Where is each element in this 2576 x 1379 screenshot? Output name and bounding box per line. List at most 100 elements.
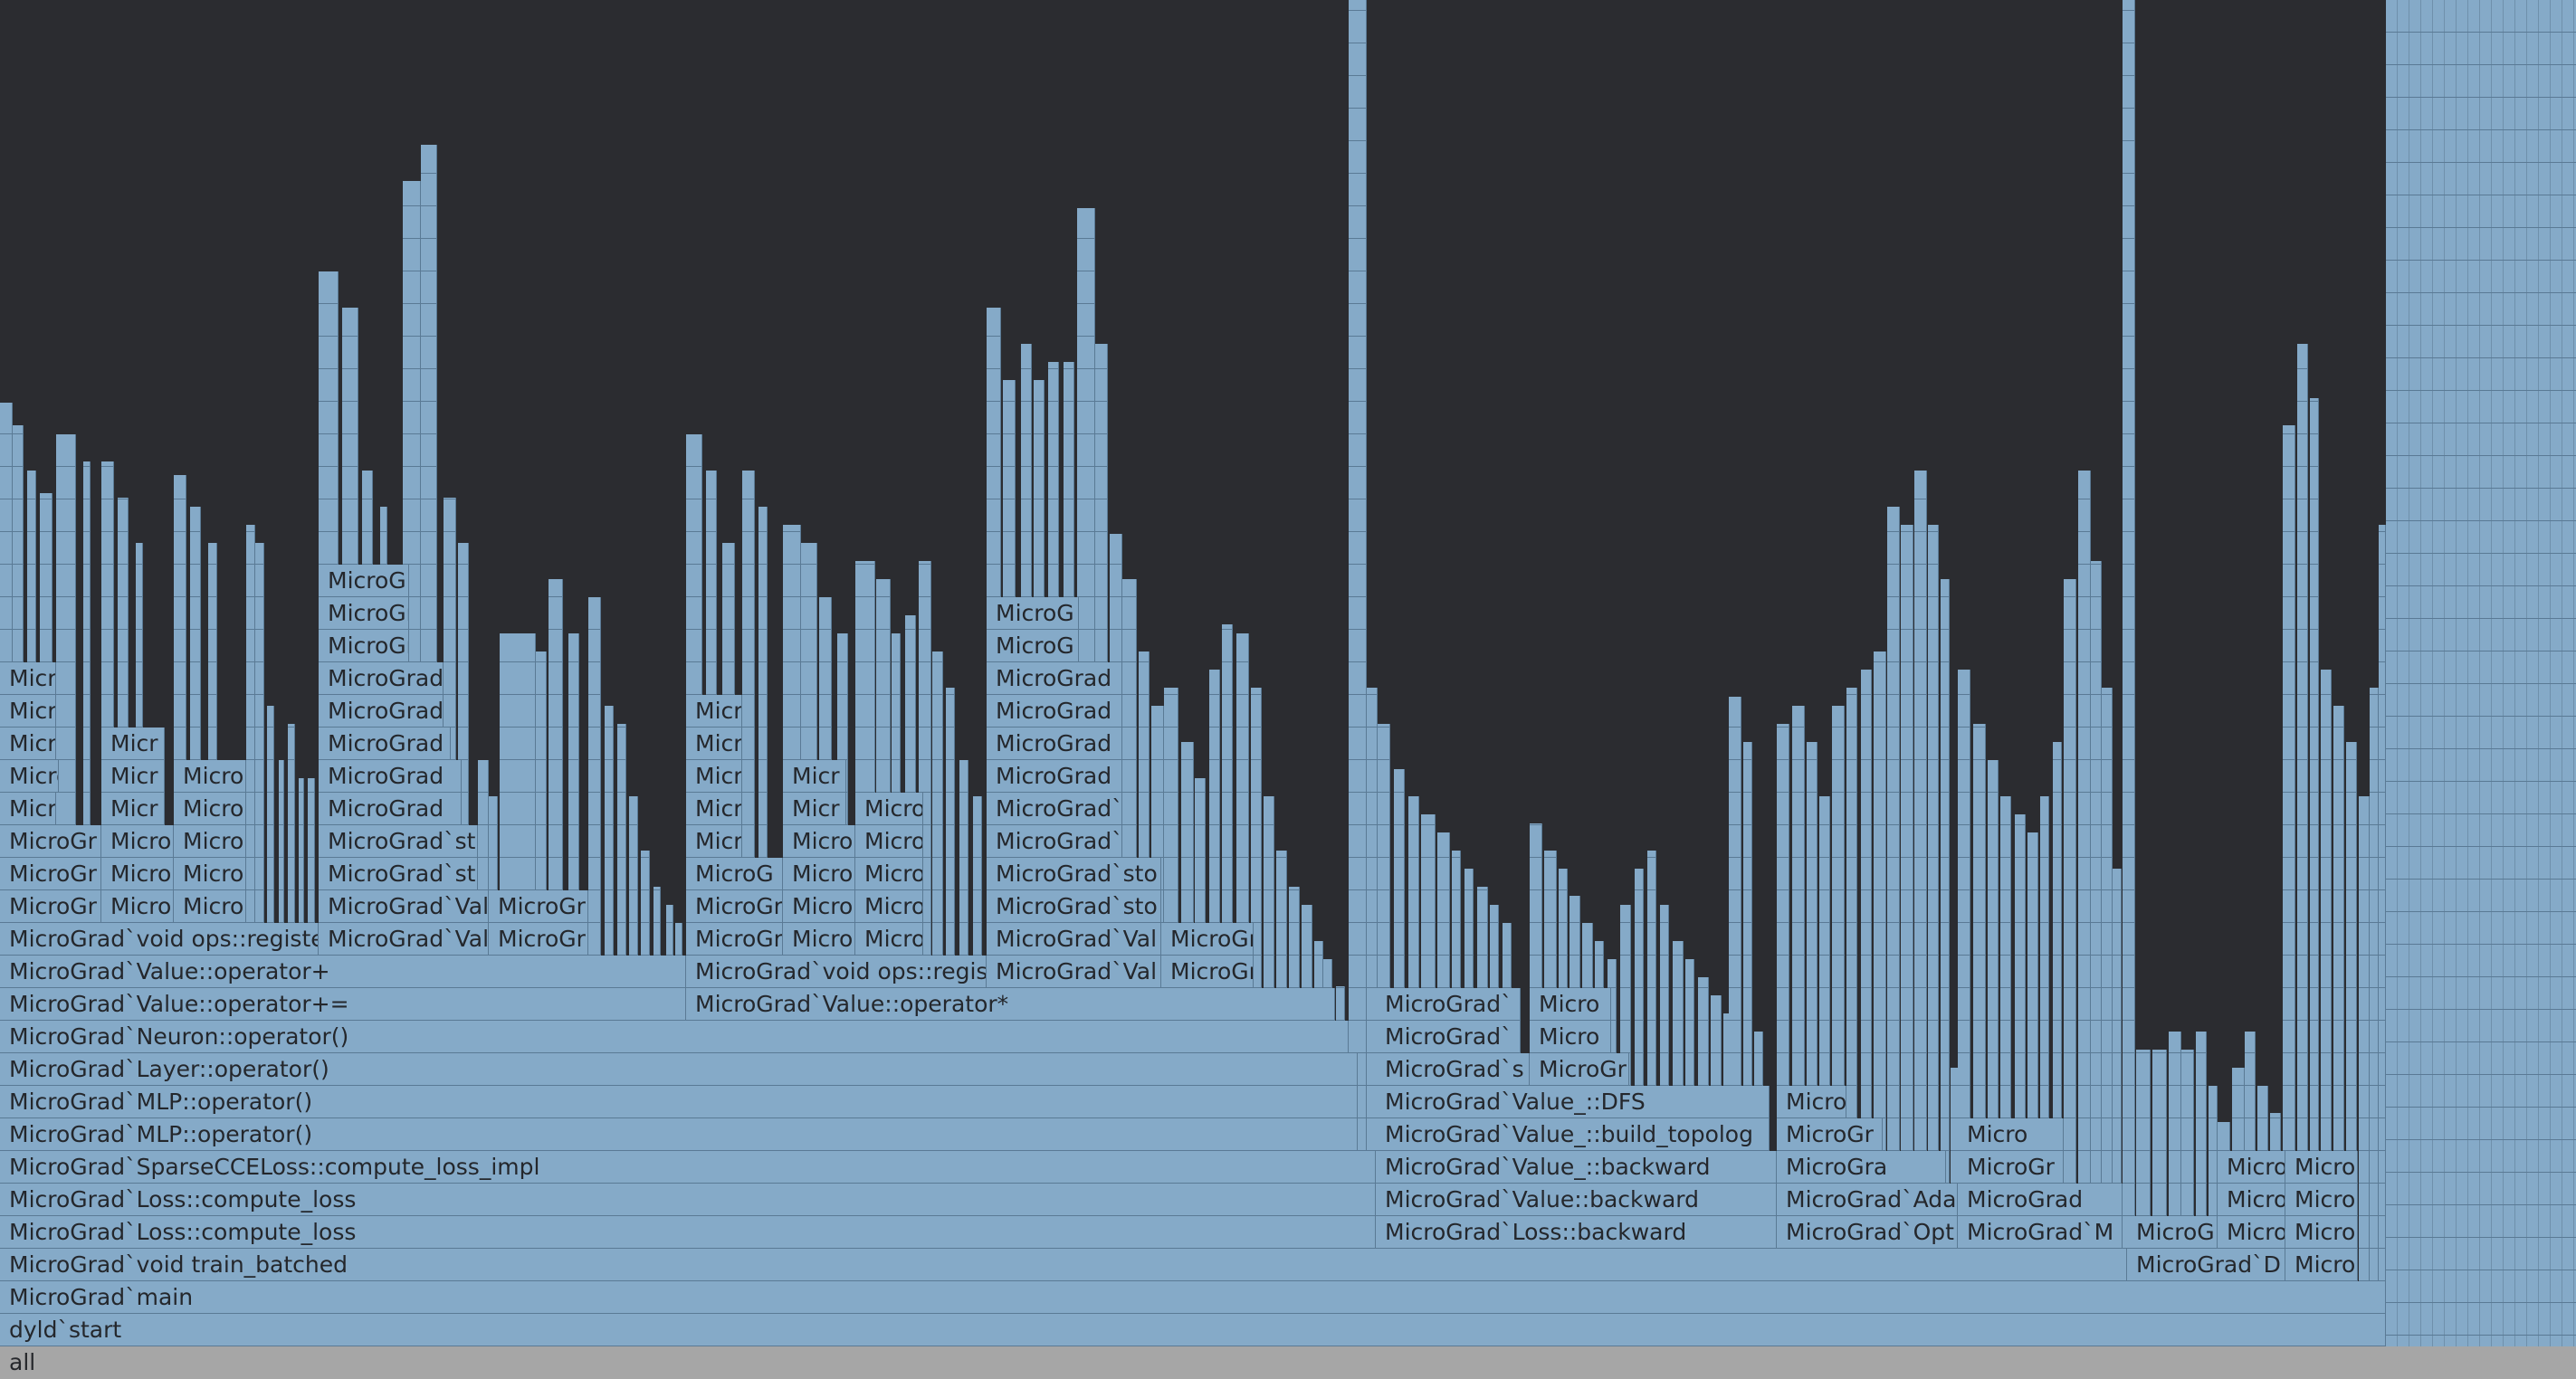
stack-frame-sliver[interactable] xyxy=(2379,525,2386,1346)
stack-frame[interactable]: Micro xyxy=(855,793,923,825)
stack-frame[interactable]: Micr xyxy=(0,662,56,695)
stack-frame[interactable]: MicroGrad`Value_::backward xyxy=(1376,1151,1777,1184)
stack-frame[interactable]: MicroGr xyxy=(686,890,783,923)
stack-frame[interactable]: Micro xyxy=(1958,1118,2064,1151)
stack-frame[interactable]: MicroGrad xyxy=(319,728,451,760)
stack-frame[interactable]: Micro xyxy=(174,793,246,825)
stack-frame[interactable]: Micro xyxy=(855,890,923,923)
stack-frame[interactable]: Micr xyxy=(0,728,56,760)
stack-frame[interactable]: MicroGrad`Value::operator+= xyxy=(0,988,686,1021)
stack-frame[interactable]: MicroG xyxy=(319,565,409,597)
stack-frame[interactable]: MicroGrad xyxy=(987,695,1122,728)
stack-frame[interactable]: MicroGrad`D xyxy=(2127,1249,2285,1281)
stack-frame-sliver[interactable] xyxy=(2370,688,2379,1346)
stack-frame[interactable]: Micr xyxy=(686,695,742,728)
stack-frame[interactable]: MicroGrad`st xyxy=(319,858,478,890)
collapsed-frames-region[interactable] xyxy=(2386,0,2576,1346)
stack-frame[interactable]: Micro xyxy=(855,923,923,956)
stack-frame[interactable]: MicroGr xyxy=(319,597,409,630)
stack-frame-sliver[interactable] xyxy=(2123,0,2135,1346)
stack-frame[interactable]: Micr xyxy=(101,760,165,793)
stack-frame[interactable]: MicroGrad` xyxy=(987,793,1122,825)
stack-frame[interactable]: dyld`start xyxy=(0,1314,2386,1346)
stack-frame[interactable]: Micro xyxy=(2285,1216,2358,1249)
stack-frame-sliver[interactable] xyxy=(2091,561,2102,1346)
stack-frame-sliver[interactable] xyxy=(2283,425,2295,1346)
stack-frame[interactable]: MicroGrad`Val xyxy=(319,923,489,956)
stack-frame[interactable]: Micro xyxy=(174,858,246,890)
stack-frame[interactable]: Micro xyxy=(783,825,855,858)
stack-frame[interactable]: Micr xyxy=(101,793,165,825)
stack-frame[interactable]: MicroGrad xyxy=(319,793,462,825)
stack-frame[interactable]: MicroGrad`void ops::registe xyxy=(0,923,319,956)
stack-frame[interactable]: Micr xyxy=(0,793,56,825)
stack-frame[interactable]: Micro xyxy=(101,890,174,923)
stack-frame[interactable]: MicroGrad`st xyxy=(319,825,478,858)
stack-frame[interactable]: MicroG xyxy=(686,858,783,890)
stack-frame[interactable]: MicroGrad`Loss::backward xyxy=(1376,1216,1777,1249)
stack-frame[interactable]: MicroGrad xyxy=(319,662,444,695)
stack-frame-sliver[interactable] xyxy=(2064,579,2076,1346)
stack-frame[interactable]: Micro xyxy=(1777,1086,1846,1118)
stack-frame[interactable]: MicroGrad` xyxy=(1376,1021,1521,1053)
stack-frame[interactable]: MicroGrad`Ada xyxy=(1777,1184,1958,1216)
stack-frame[interactable]: MicroGrad`Value::backward xyxy=(1376,1184,1777,1216)
flamegraph-root-frame[interactable]: all xyxy=(0,1346,2576,1379)
stack-frame[interactable]: MicroGrad`Value::operator+ xyxy=(0,956,686,988)
stack-frame[interactable]: MicroGr xyxy=(1161,923,1254,956)
stack-frame[interactable]: Micro xyxy=(174,760,246,793)
stack-frame[interactable]: MicroGr xyxy=(0,858,101,890)
stack-frame[interactable]: Micro xyxy=(101,825,174,858)
stack-frame[interactable]: MicroG xyxy=(987,630,1079,662)
stack-frame[interactable]: MicroGrad`s xyxy=(1376,1053,1530,1086)
stack-frame[interactable]: Micr xyxy=(0,695,56,728)
stack-frame[interactable]: MicroGra xyxy=(1777,1151,1946,1184)
stack-frame[interactable]: MicroGrad`Value_::build_topolog xyxy=(1376,1118,1770,1151)
stack-frame[interactable]: Micro xyxy=(2218,1216,2285,1249)
stack-frame[interactable]: MicroGr xyxy=(1958,1151,2064,1184)
stack-frame[interactable]: MicroGrad xyxy=(987,662,1122,695)
stack-frame[interactable]: MicroGrad`Opt xyxy=(1777,1216,1958,1249)
stack-frame[interactable]: Micro xyxy=(2285,1249,2358,1281)
stack-frame[interactable]: MicroGrad xyxy=(319,630,409,662)
stack-frame[interactable]: MicroGrad`Loss::compute_loss xyxy=(0,1184,1376,1216)
stack-frame[interactable]: Micro xyxy=(174,825,246,858)
stack-frame[interactable]: MicroGrad`Val xyxy=(987,956,1161,988)
stack-frame[interactable]: MicroGrad`Loss::compute_loss xyxy=(0,1216,1376,1249)
stack-frame[interactable]: MicroGrad`Layer::operator() xyxy=(0,1053,1358,1086)
stack-frame[interactable]: MicroGrad`Val xyxy=(987,923,1161,956)
stack-frame[interactable]: Micro xyxy=(783,923,855,956)
stack-frame-sliver[interactable] xyxy=(1887,507,1900,1346)
stack-frame[interactable]: MicroGrad`sto xyxy=(987,890,1161,923)
stack-frame-sliver[interactable] xyxy=(1914,471,1927,1346)
stack-frame[interactable]: MicroGrad`MLP::operator() xyxy=(0,1086,1358,1118)
stack-frame[interactable]: MicroGrad`Value::operator* xyxy=(686,988,1335,1021)
stack-frame[interactable]: Micro xyxy=(0,760,59,793)
stack-frame[interactable]: Micr xyxy=(686,760,742,793)
stack-frame[interactable]: MicroGr xyxy=(1777,1118,1883,1151)
stack-frame[interactable]: Micro xyxy=(2218,1184,2285,1216)
stack-frame[interactable]: MicroGrad`void train_batched xyxy=(0,1249,2127,1281)
stack-frame[interactable]: MicroGr xyxy=(489,890,588,923)
stack-frame[interactable]: Micro xyxy=(101,858,174,890)
stack-frame[interactable]: MicroGrad`M xyxy=(1958,1216,2123,1249)
stack-frame[interactable]: MicroGrad`sto xyxy=(987,858,1161,890)
stack-frame[interactable]: Micro xyxy=(2285,1151,2358,1184)
stack-frame[interactable]: MicroGrad` xyxy=(987,825,1122,858)
stack-frame-sliver[interactable] xyxy=(2359,796,2370,1346)
stack-frame[interactable]: Micro xyxy=(2218,1151,2285,1184)
stack-frame[interactable]: MicroGrad xyxy=(1958,1184,2123,1216)
stack-frame[interactable]: MicroGrad xyxy=(319,695,444,728)
stack-frame[interactable]: MicroGr xyxy=(489,923,588,956)
stack-frame[interactable]: Micro xyxy=(783,890,855,923)
stack-frame[interactable]: MicroGrad`Neuron::operator() xyxy=(0,1021,1349,1053)
stack-frame[interactable]: MicroGr xyxy=(686,923,783,956)
stack-frame[interactable]: Micro xyxy=(174,890,246,923)
stack-frame-sliver[interactable] xyxy=(2297,344,2308,1346)
stack-frame[interactable]: Micr xyxy=(101,728,165,760)
stack-frame-sliver[interactable] xyxy=(1349,0,1367,1346)
stack-frame[interactable]: Micr xyxy=(783,793,846,825)
stack-frame[interactable]: MicroGrad`void ops::regis xyxy=(686,956,987,988)
stack-frame[interactable]: Micro xyxy=(783,858,855,890)
